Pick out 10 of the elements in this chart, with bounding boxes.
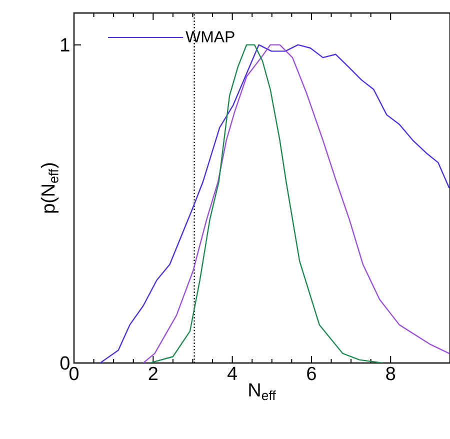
x-tick-label: 6: [307, 366, 316, 380]
x-tick-label: 0: [69, 366, 79, 380]
y-axis-title: p(N$_{eff}$): [40, 163, 59, 213]
y-tick-label: 1: [61, 38, 70, 52]
x-axis-title: N$_{eff}$: [249, 383, 276, 400]
x-tick-label: 4: [227, 366, 238, 380]
x-tick-label: 2: [148, 366, 158, 380]
x-tick-label: 8: [386, 366, 396, 380]
line-series: [149, 44, 384, 363]
legend-label: WMAP: [186, 31, 234, 42]
